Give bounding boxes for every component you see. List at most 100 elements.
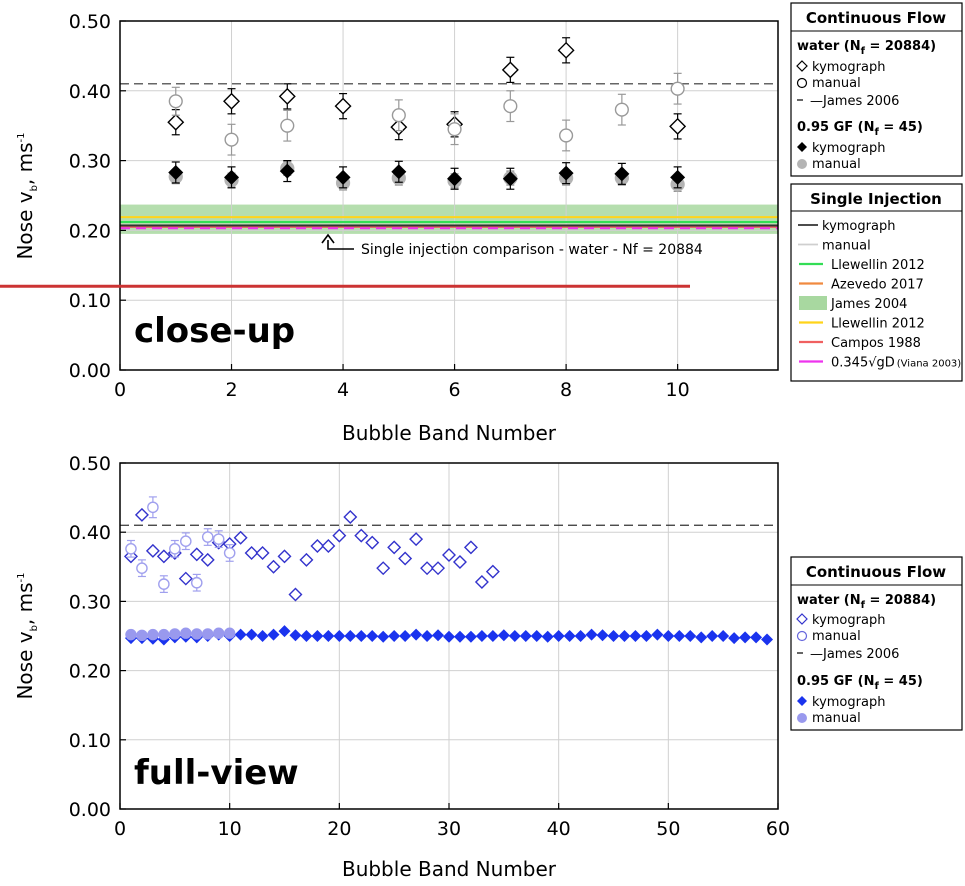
data-point-filled-diamond — [256, 630, 269, 642]
data-point-filled-diamond — [464, 630, 477, 643]
open-diamond-icon — [796, 613, 808, 625]
data-point-filled-diamond — [541, 630, 554, 643]
data-point-filled-diamond — [443, 630, 455, 643]
data-point-filled-diamond — [552, 630, 565, 642]
legend-item: kymograph — [812, 695, 885, 710]
data-point-open-diamond — [343, 509, 358, 524]
data-point-open-diamond — [299, 552, 314, 567]
y-tick-label: 0.30 — [69, 591, 111, 613]
data-point-open-circle — [614, 102, 629, 117]
legend-item: manual — [822, 239, 871, 254]
data-point-filled-diamond — [486, 630, 499, 642]
data-point-open-circle — [280, 118, 295, 133]
data-point-filled-diamond — [377, 630, 390, 643]
legend-gf-heading: 0.95 GF (Nf = 45) — [797, 674, 923, 692]
data-point-open-circle — [201, 531, 214, 543]
data-point-open-circle — [503, 99, 518, 114]
data-point-filled-diamond — [432, 629, 445, 642]
data-point-filled-diamond — [344, 630, 357, 642]
y-tick-label: 0.50 — [69, 453, 111, 475]
data-point-filled-diamond — [618, 630, 631, 642]
data-point-filled-circle — [223, 627, 236, 639]
data-point-open-diamond — [156, 549, 171, 564]
single-injection-annotation: Single injection comparison - water - Nf… — [321, 233, 703, 258]
data-point-open-diamond — [398, 551, 413, 566]
data-point-open-circle — [147, 501, 159, 514]
data-point-open-diamond — [365, 535, 380, 550]
data-point-open-circle — [391, 108, 406, 123]
data-point-open-diamond — [431, 561, 446, 576]
data-point-filled-diamond — [234, 628, 247, 641]
x-tick-label: 4 — [337, 379, 349, 401]
data-point-open-diamond — [332, 528, 347, 543]
data-point-open-diamond — [501, 61, 519, 79]
data-point-open-circle — [169, 543, 181, 555]
legend-item: Llewellin 2012 — [831, 258, 925, 273]
data-point-filled-circle — [158, 628, 170, 641]
legend-water-heading: water (Nf = 20884) — [797, 39, 936, 57]
data-point-open-circle — [190, 576, 203, 589]
data-point-filled-diamond — [224, 169, 240, 185]
y-tick-label: 0.40 — [69, 522, 111, 544]
data-point-open-diamond — [255, 545, 270, 560]
data-point-filled-diamond — [475, 630, 488, 642]
fullview-legend-continuous-flow: Continuous Flow water (Nf = 20884) kymog… — [790, 556, 963, 731]
data-point-filled-diamond — [410, 628, 423, 641]
open-circle-icon — [796, 630, 808, 642]
fullview-ticks: 0.00 0.10 0.20 0.30 0.40 0.50 0 10 20 30 40 50 60 — [69, 453, 790, 840]
data-point-open-diamond — [452, 554, 467, 569]
y-tick-label: 0.20 — [69, 661, 111, 683]
legend-title: Continuous Flow — [806, 563, 946, 581]
legend-item: kymograph — [822, 219, 895, 234]
data-point-open-circle — [179, 535, 192, 547]
data-point-open-diamond — [200, 552, 215, 567]
data-point-filled-diamond — [333, 630, 346, 642]
legend-swatch — [799, 296, 827, 310]
data-point-open-diamond — [278, 87, 296, 105]
legend-item: —James 2006 — [810, 647, 899, 662]
data-point-open-diamond — [669, 117, 687, 135]
data-point-filled-diamond — [728, 632, 741, 645]
x-tick-label: 0 — [114, 379, 126, 401]
data-point-filled-circle — [136, 629, 148, 642]
data-point-filled-diamond — [279, 163, 295, 179]
data-point-open-circle — [158, 578, 170, 590]
data-point-filled-diamond — [497, 629, 510, 642]
y-tick-label: 0.50 — [69, 11, 111, 33]
data-point-filled-diamond — [519, 630, 532, 642]
closeup-x-axis-label: Bubble Band Number — [342, 421, 557, 445]
open-diamond-icon — [796, 60, 808, 72]
legend-item: —James 2006 — [810, 94, 899, 109]
legend-item: 0.345√gD (Viana 2003) — [831, 356, 961, 371]
data-point-filled-diamond — [530, 630, 543, 642]
data-point-open-diamond — [288, 587, 303, 602]
data-point-filled-diamond — [335, 169, 351, 185]
data-point-filled-circle — [191, 628, 203, 640]
x-tick-label: 50 — [656, 818, 680, 840]
annotation-text: Single injection comparison - water - Nf… — [361, 242, 703, 258]
data-point-filled-diamond — [585, 628, 598, 641]
data-point-open-diamond — [387, 540, 402, 555]
data-point-filled-diamond — [168, 164, 184, 180]
legend-title: Continuous Flow — [806, 9, 946, 27]
x-tick-label: 6 — [449, 379, 461, 401]
data-point-filled-circle — [125, 628, 137, 641]
y-tick-label: 0.10 — [69, 290, 111, 312]
legend-item: kymograph — [812, 613, 885, 628]
data-point-open-diamond — [463, 540, 478, 555]
single-injection-items: kymograph manual Llewellin 2012 Azevedo 201… — [798, 219, 961, 371]
closeup-chart: 0.00 0.10 0.20 0.30 0.40 0.50 0 2 4 6 8 10 close-up… — [13, 11, 779, 445]
data-point-filled-diamond — [421, 630, 434, 642]
data-point-open-diamond — [442, 548, 456, 563]
data-point-open-circle — [136, 562, 148, 574]
data-point-filled-diamond — [629, 630, 642, 642]
data-point-filled-diamond — [311, 630, 324, 642]
fullview-y-axis-label: Nose vb, ms-1 — [13, 572, 40, 699]
closeup-ticks: 0.00 0.10 0.20 0.30 0.40 0.50 0 2 4 6 8 10 — [69, 11, 690, 401]
data-point-filled-diamond — [355, 630, 368, 642]
data-point-filled-circle — [180, 627, 192, 639]
filled-circle-icon — [797, 713, 807, 723]
data-point-filled-diamond — [662, 630, 675, 642]
x-tick-label: 60 — [766, 818, 790, 840]
